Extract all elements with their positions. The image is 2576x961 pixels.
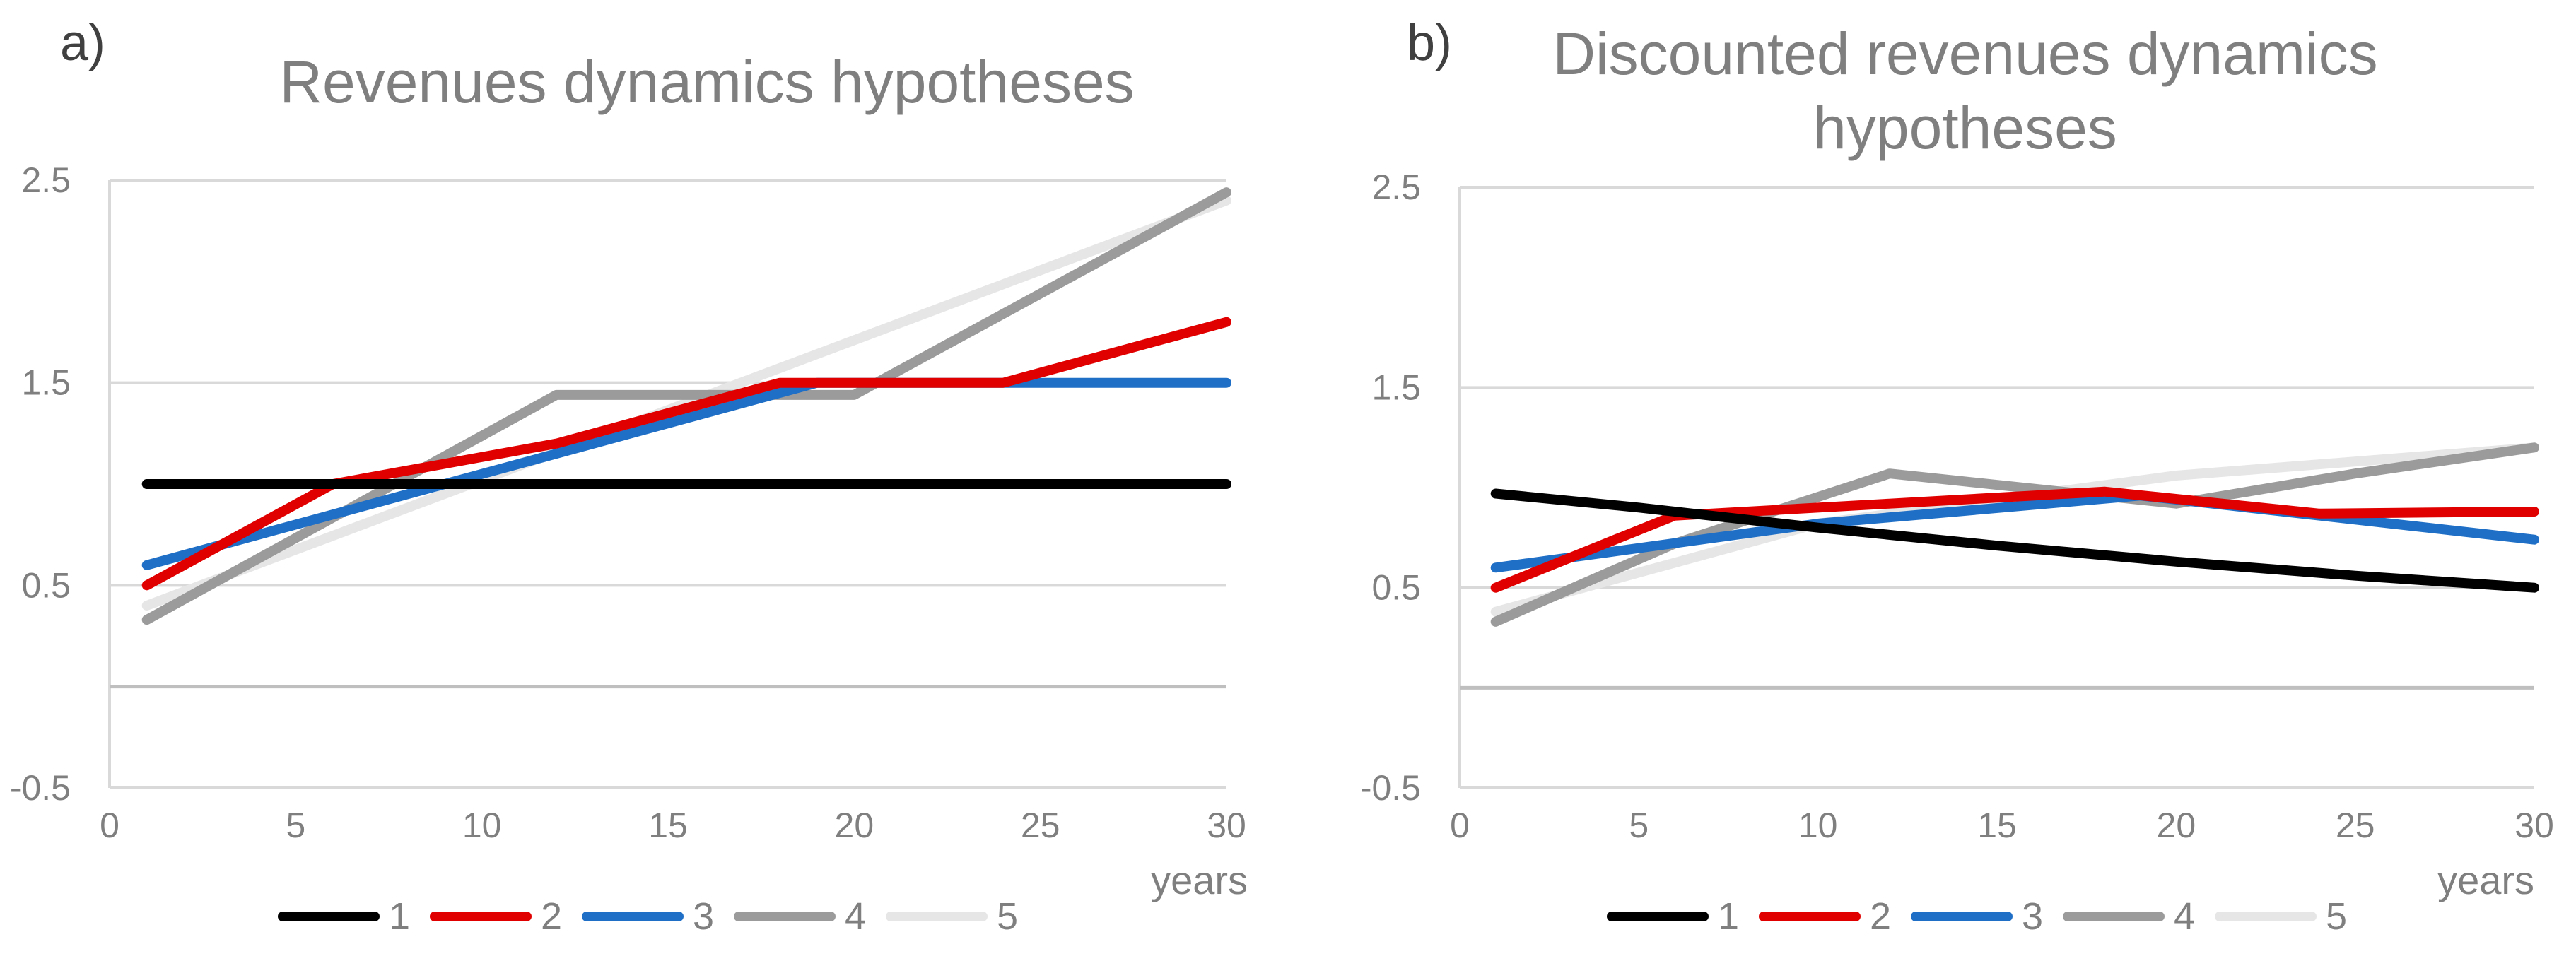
x-axis-unit: years	[2437, 858, 2534, 902]
legend-label-4: 4	[2174, 895, 2195, 938]
x-axis-unit: years	[1151, 858, 1248, 902]
legend-label-2: 2	[541, 895, 562, 938]
x-tick-label: 0	[1450, 806, 1470, 845]
x-tick-label: 15	[648, 806, 688, 845]
chart-title-line: Revenues dynamics hypotheses	[279, 49, 1134, 115]
x-tick-label: 15	[1977, 806, 2017, 845]
legend-label-1: 1	[389, 895, 410, 938]
x-tick-label: 0	[100, 806, 119, 845]
panel-label: a)	[60, 15, 105, 71]
x-tick-label: 25	[2336, 806, 2375, 845]
legend-label-5: 5	[2326, 895, 2347, 938]
y-tick-label: -0.5	[10, 768, 71, 808]
y-tick-label: 2.5	[21, 160, 71, 200]
x-tick-label: 10	[1798, 806, 1838, 845]
series-2-line	[1490, 486, 2539, 593]
x-tick-label: 20	[2157, 806, 2196, 845]
x-tick-label: 20	[835, 806, 874, 845]
x-tick-label: 5	[1629, 806, 1649, 845]
x-tick-label: 25	[1021, 806, 1060, 845]
panel-label: b)	[1407, 15, 1452, 71]
legend-label-4: 4	[845, 895, 866, 938]
x-tick-label: 30	[1207, 806, 1246, 845]
legend-label-5: 5	[997, 895, 1018, 938]
chart-a: a) Revenues dynamics hypotheses 2.5 1.5 0.5 -…	[10, 15, 1248, 938]
x-tick-label: 5	[286, 806, 305, 845]
y-tick-label: 0.5	[21, 565, 71, 605]
series-1-line	[1490, 488, 2539, 593]
y-tick-label: 0.5	[1371, 568, 1421, 608]
x-tick-label: 30	[2514, 806, 2554, 845]
chart-title-line: Discounted revenues dynamics	[1552, 20, 2377, 87]
series-2-line	[141, 317, 1231, 591]
legend-label-3: 3	[693, 895, 714, 938]
legend-label-2: 2	[1870, 895, 1891, 938]
y-tick-label: 1.5	[21, 363, 71, 403]
chart-title-line: hypotheses	[1813, 95, 2117, 161]
legend-label-1: 1	[1718, 895, 1739, 938]
legend-label-3: 3	[2022, 895, 2043, 938]
y-tick-label: -0.5	[1360, 768, 1421, 808]
series-4-line	[1490, 442, 2539, 627]
chart-b: b) Discounted revenues dynamics hypotheses…	[1360, 15, 2554, 938]
x-tick-label: 10	[462, 806, 502, 845]
y-tick-label: 1.5	[1371, 367, 1421, 407]
y-tick-label: 2.5	[1371, 167, 1421, 207]
